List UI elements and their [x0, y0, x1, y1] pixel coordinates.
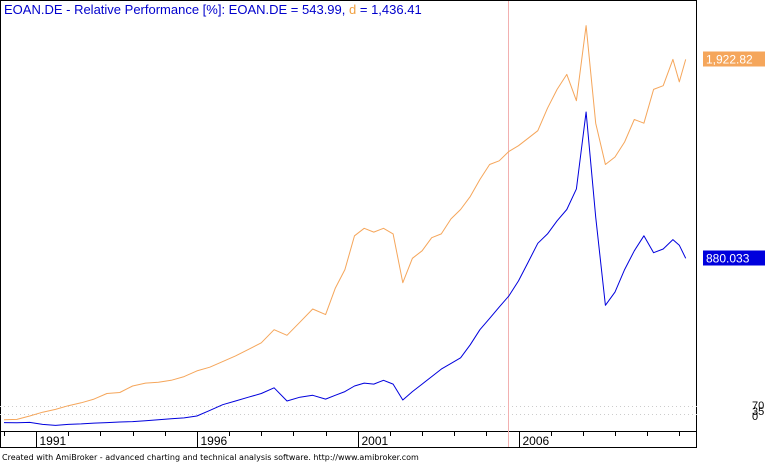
y-tick-label: 0: [752, 411, 758, 423]
value-label-box: [703, 51, 765, 67]
legend-series-value: = 1,436.41: [359, 2, 422, 17]
title-text: EOAN.DE - Relative Performance [%]: EOAN…: [4, 2, 346, 17]
value-label: 1,922.82: [706, 53, 753, 67]
chart-title: EOAN.DE - Relative Performance [%]: EOAN…: [4, 2, 422, 17]
x-tick-label: 2006: [523, 434, 550, 448]
series-line-1: [3, 111, 687, 426]
legend-series-name: d: [349, 2, 357, 17]
x-tick-label: 1991: [40, 434, 67, 448]
value-label-box: [703, 250, 765, 266]
series-line-0: [3, 25, 687, 421]
y-tick-label: 70: [752, 400, 764, 412]
plot-border: [0, 0, 697, 448]
value-label: 880.033: [706, 252, 750, 266]
y-tick-label: 35: [752, 406, 764, 418]
footer-credit: Created with AmiBroker - advanced charti…: [2, 453, 419, 462]
x-tick-label: 1996: [201, 434, 228, 448]
x-tick-label: 2001: [362, 434, 389, 448]
